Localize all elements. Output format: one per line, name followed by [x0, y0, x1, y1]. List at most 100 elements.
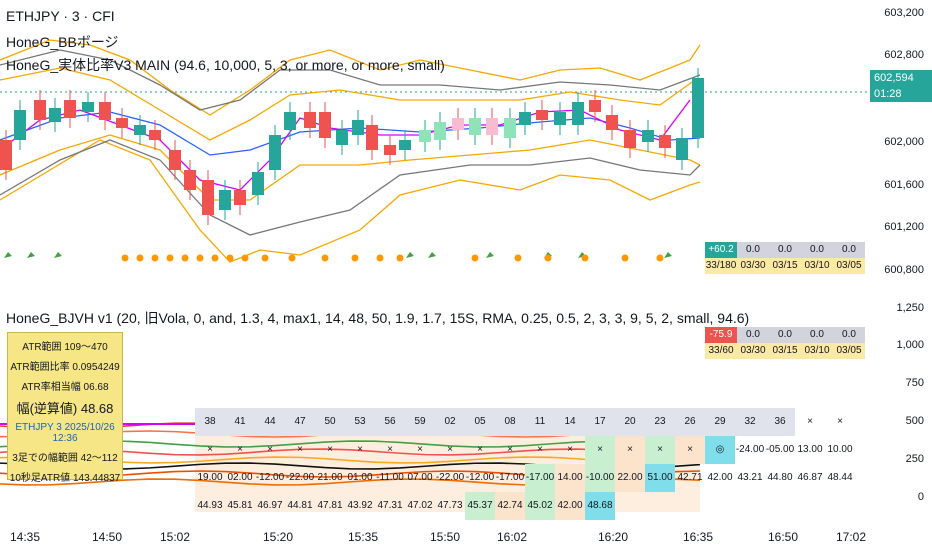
up-signal-marker [486, 252, 494, 258]
stat-cell: 03/10 [801, 343, 833, 359]
grid-cell: 47.31 [377, 500, 403, 511]
grid-cell: 23 [645, 408, 675, 436]
candle-body [572, 102, 584, 125]
main-price-chart[interactable] [0, 0, 870, 300]
price-tick: 602,800 [884, 49, 924, 61]
indicator-title-ratio[interactable]: HoneG_実体比率V3 MAIN (94.6, 10,000, 5, 3, o… [6, 57, 445, 73]
grid-cell: × [837, 416, 843, 427]
grid-cell: 45.37 [465, 492, 495, 520]
candle-body [184, 170, 196, 190]
candle-body [554, 112, 566, 125]
grid-cell: × [477, 444, 483, 455]
grid-cell: 38 [195, 408, 225, 436]
grid-cell: 02 [435, 408, 465, 436]
sub-tick: 1,000 [896, 339, 924, 351]
signal-dot [166, 254, 174, 262]
candle-body [252, 172, 264, 195]
info-line: 幅(逆算値) 48.68 [16, 401, 114, 416]
candle-body [384, 145, 396, 155]
grid-cell: 45.02 [525, 492, 555, 520]
up-signal-marker [27, 252, 35, 258]
signal-dot [351, 254, 359, 262]
bb-lower-outer [0, 139, 701, 263]
candle-body [434, 122, 446, 140]
signal-dot [211, 254, 219, 262]
time-tick: 16:02 [497, 530, 528, 544]
grid-cell: 29 [705, 408, 735, 436]
grid-cell: 44 [255, 408, 285, 436]
stat-cell: 03/05 [833, 343, 865, 359]
grid-cell: 47 [285, 408, 315, 436]
grid-cell: × [237, 444, 243, 455]
grid-cell: × [645, 436, 675, 464]
candle-body [419, 130, 431, 142]
up-signal-marker [54, 252, 62, 258]
time-tick: 16:20 [598, 530, 629, 544]
grid-cell: 50 [315, 408, 345, 436]
signal-dot [288, 254, 296, 262]
grid-cell: 22.00 [615, 464, 645, 492]
grid-cell: 14.00 [555, 464, 585, 492]
stat-cell: 03/30 [737, 258, 769, 274]
grid-cell: × [357, 444, 363, 455]
grid-cell: × [387, 444, 393, 455]
grid-cell: 48.68 [585, 492, 615, 520]
grid-cell: × [567, 444, 573, 455]
grid-cell: 51.00 [645, 464, 675, 492]
grid-cell: -10.00 [585, 464, 615, 492]
grid-cell: 11 [525, 408, 555, 436]
signal-dot [321, 254, 329, 262]
grid-cell: × [207, 444, 213, 455]
candle-body [0, 140, 12, 170]
indicator-title-bb[interactable]: HoneG_BBボージ [6, 34, 119, 50]
symbol-title[interactable]: ETHJPY · 3 · CFI [6, 8, 115, 24]
bb-gray-upper [0, 49, 701, 111]
grid-cell: 07.00 [407, 472, 433, 483]
up-signal-marker [406, 252, 414, 258]
sub-indicator-title[interactable]: HoneG_BJVH v1 (20, 旧Vola, 0, and, 1.3, 4… [6, 310, 750, 326]
signal-dot [621, 254, 629, 262]
candle-body [519, 112, 531, 125]
grid-cell: × [537, 444, 543, 455]
grid-cell: 13.00 [797, 444, 823, 455]
stat-cell: 03/15 [769, 343, 801, 359]
grid-cell: 42.00 [707, 472, 733, 483]
candle-body [504, 118, 516, 138]
grid-cell: 17 [585, 408, 615, 436]
grid-cell: 41 [225, 408, 255, 436]
time-tick: 15:50 [430, 530, 461, 544]
grid-cell: 14 [555, 408, 585, 436]
stat-cell: 0.0 [737, 242, 769, 258]
candle-body [536, 110, 548, 120]
grid-cell: 05 [465, 408, 495, 436]
grid-cell: × [447, 444, 453, 455]
stat-cell: 0.0 [833, 242, 865, 258]
candle-body [64, 100, 76, 118]
atr-info-box: ATR範囲 109〜470 ATR範囲比率 0.0954249 ATR率相当幅 … [7, 332, 123, 484]
grid-cell: 26 [675, 408, 705, 436]
signal-dot [656, 254, 664, 262]
grid-cell: 20 [615, 408, 645, 436]
grid-cell: -12.00 [465, 472, 495, 483]
grid-cell: -12.00 [255, 472, 285, 483]
grid-cell: × [615, 436, 645, 464]
grid-cell: 44.80 [767, 472, 793, 483]
candle-body [319, 112, 331, 138]
info-line: 3足での幅範囲 42〜112 [12, 453, 118, 464]
sub-tick: 250 [905, 453, 924, 465]
candle-body [352, 120, 364, 135]
grid-cell: 53 [345, 408, 375, 436]
candle-body [336, 130, 348, 145]
info-line: ATR範囲比率 0.0954249 [10, 362, 120, 373]
candle-body [589, 100, 601, 112]
time-tick: 15:20 [263, 530, 294, 544]
grid-cell: 46.97 [257, 500, 283, 511]
time-tick: 15:02 [160, 530, 191, 544]
candle-body [34, 100, 46, 120]
signal-dot [226, 254, 234, 262]
grid-cell: 45.81 [227, 500, 253, 511]
grid-cell: 47.73 [437, 500, 463, 511]
bb-upper-outer [0, 39, 701, 116]
price-tick: 601,200 [884, 221, 924, 233]
